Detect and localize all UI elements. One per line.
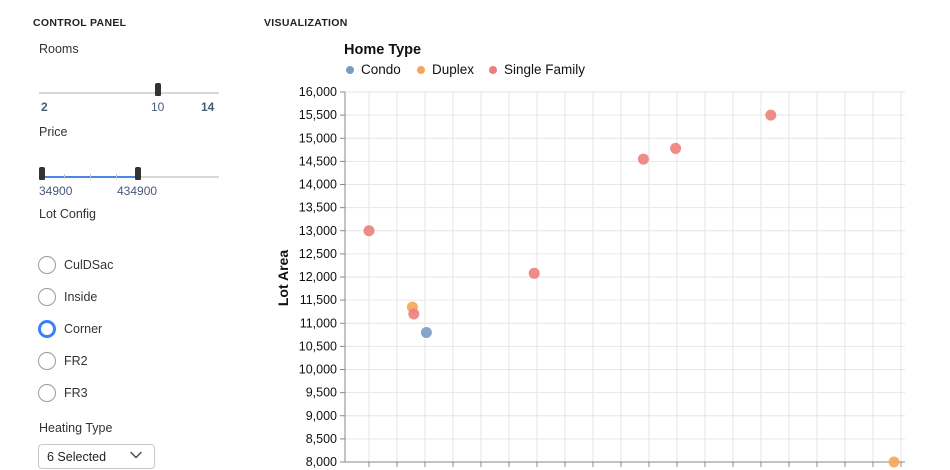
heating-type-value: 6 Selected <box>47 449 107 464</box>
data-point-single-family <box>637 153 649 165</box>
legend-item-duplex: Duplex <box>417 62 474 77</box>
radio-option-corner[interactable]: Corner <box>38 319 102 339</box>
y-tick-label: 14,500 <box>299 154 337 168</box>
rooms-min-label: 2 <box>41 100 48 114</box>
rooms-slider[interactable] <box>39 83 219 96</box>
data-point-single-family <box>408 308 420 320</box>
legend-label: Condo <box>361 62 401 77</box>
radio-button[interactable] <box>38 352 56 370</box>
radio-option-fr3[interactable]: FR3 <box>38 383 88 403</box>
y-tick-label: 10,000 <box>299 363 337 377</box>
legend-item-single-family: Single Family <box>489 62 585 77</box>
data-point-condo <box>420 327 432 338</box>
radio-label: FR3 <box>64 386 88 400</box>
price-high-handle[interactable] <box>135 167 141 180</box>
price-label: Price <box>39 125 68 139</box>
y-tick-label: 9,000 <box>306 409 337 423</box>
y-tick-label: 8,500 <box>306 432 337 446</box>
radio-option-culdsac[interactable]: CulDSac <box>38 255 113 275</box>
y-tick-label: 14,000 <box>299 178 337 192</box>
radio-button[interactable] <box>38 384 56 402</box>
y-tick-label: 8,000 <box>306 455 337 469</box>
chart-grid <box>345 91 905 463</box>
rooms-max-label: 14 <box>201 100 215 114</box>
data-point-single-family <box>528 267 540 279</box>
data-point-single-family <box>670 142 682 154</box>
radio-label: Inside <box>64 290 98 304</box>
rooms-track <box>39 92 219 94</box>
radio-label: FR2 <box>64 354 88 368</box>
visualization-heading: VISUALIZATION <box>264 17 348 29</box>
y-tick-label: 11,000 <box>300 316 337 330</box>
price-high-label: 434900 <box>117 184 158 198</box>
lot-config-label: Lot Config <box>39 207 96 221</box>
rooms-slider-handle[interactable] <box>155 83 161 96</box>
rooms-value-label: 10 <box>151 100 165 114</box>
y-axis-label: Lot Area <box>275 250 291 306</box>
data-point-duplex <box>888 456 900 468</box>
legend-title: Home Type <box>344 42 422 58</box>
y-axis: 8,000 8,500 9,000 9,500 10,000 10,500 11,000 11… <box>299 85 905 469</box>
legend-label: Single Family <box>504 62 586 77</box>
radio-button[interactable] <box>38 256 56 274</box>
price-slider[interactable] <box>39 167 219 180</box>
price-low-label: 34900 <box>39 184 73 198</box>
y-tick-label: 10,500 <box>299 339 337 353</box>
chart-points <box>363 109 900 468</box>
radio-button[interactable] <box>38 288 56 306</box>
y-tick-label: 12,500 <box>299 247 337 261</box>
rooms-label: Rooms <box>39 42 79 56</box>
price-tick <box>116 174 117 179</box>
legend-swatch <box>417 65 425 74</box>
y-tick-label: 13,000 <box>299 224 337 238</box>
price-low-handle[interactable] <box>39 167 45 180</box>
radio-option-inside[interactable]: Inside <box>38 287 97 307</box>
y-tick-label: 15,000 <box>299 131 337 145</box>
radio-option-fr2[interactable]: FR2 <box>38 351 88 371</box>
heating-type-label: Heating Type <box>39 421 113 435</box>
y-tick-label: 15,500 <box>299 108 337 122</box>
y-tick-label: 9,500 <box>306 386 337 400</box>
legend-label: Duplex <box>432 62 475 77</box>
legend-swatch <box>489 65 497 74</box>
heating-type-select[interactable]: 6 Selected <box>38 444 155 469</box>
radio-label: Corner <box>64 322 103 336</box>
chevron-down-icon <box>130 451 142 459</box>
radio-label: CulDSac <box>64 258 114 272</box>
legend-swatch <box>346 65 354 74</box>
legend-item-condo: Condo <box>346 62 401 77</box>
y-tick-label: 16,000 <box>299 85 337 99</box>
data-point-single-family <box>363 225 375 237</box>
data-point-single-family <box>765 109 777 121</box>
y-tick-label: 13,500 <box>299 201 337 215</box>
y-tick-label: 11,500 <box>300 293 337 307</box>
price-tick <box>64 174 65 179</box>
radio-button-selected[interactable] <box>38 320 56 338</box>
control-panel-heading: CONTROL PANEL <box>33 17 127 29</box>
price-tick <box>90 174 91 179</box>
y-tick-label: 12,000 <box>299 270 337 284</box>
